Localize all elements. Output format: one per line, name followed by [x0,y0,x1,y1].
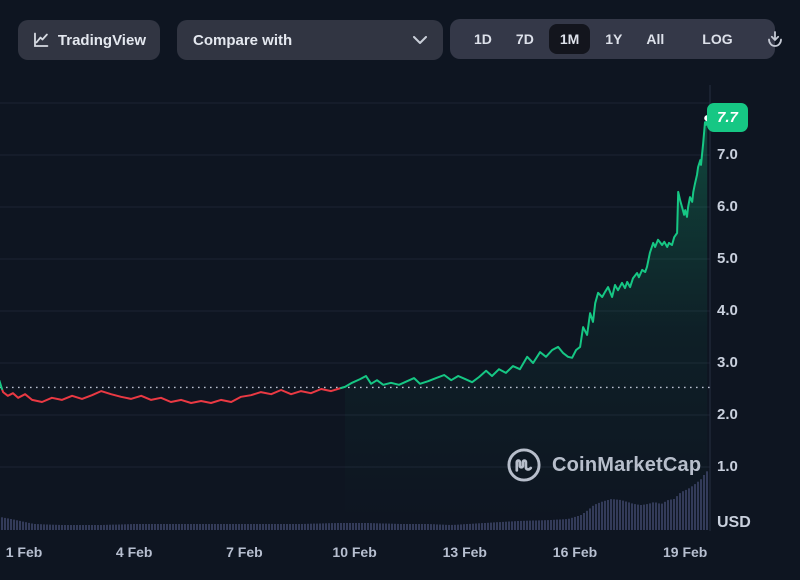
watermark-label: CoinMarketCap [552,453,702,476]
compare-with-label: Compare with [193,31,293,49]
range-1m-button[interactable]: 1M [548,24,591,54]
range-all-button[interactable]: All [646,31,665,47]
x-axis-label: 1 Feb [5,544,43,560]
x-axis-label: 4 Feb [115,544,153,560]
y-axis-label: 1.0 [717,458,738,475]
y-axis-label: 5.0 [717,250,738,267]
log-scale-button[interactable]: LOG [702,31,733,47]
range-7d-button[interactable]: 7D [515,31,534,47]
coinmarketcap-logo-icon [507,448,541,482]
x-axis-label: 13 Feb [442,544,487,560]
download-chart-button[interactable] [759,29,791,49]
download-tray-icon [767,31,782,47]
range-1y-button[interactable]: 1Y [605,31,623,47]
x-axis-label: 16 Feb [552,544,598,560]
x-axis-label: 10 Feb [332,544,377,560]
y-axis-label: 4.0 [717,302,738,319]
compare-with-dropdown[interactable]: Compare with [177,20,443,60]
x-axis-label: 19 Feb [663,544,708,560]
tradingview-label: TradingView [57,31,146,49]
line-chart-icon [34,32,49,47]
current-price-badge: 7.7 [707,103,748,133]
range-1d-button[interactable]: 1D [474,31,492,47]
y-axis-label: 2.0 [717,406,738,423]
tradingview-button[interactable]: TradingView [18,20,160,60]
coinmarketcap-watermark: CoinMarketCap [506,447,701,483]
y-axis-label: 3.0 [717,354,738,371]
y-axis-label: 7.0 [717,146,738,163]
y-axis-unit-label: USD [717,514,751,531]
chevron-down-icon [413,36,427,44]
x-axis-label: 7 Feb [226,544,263,560]
y-axis-label: 6.0 [717,198,738,215]
time-range-selector: 1D 7D 1M 1Y All LOG [450,19,782,59]
